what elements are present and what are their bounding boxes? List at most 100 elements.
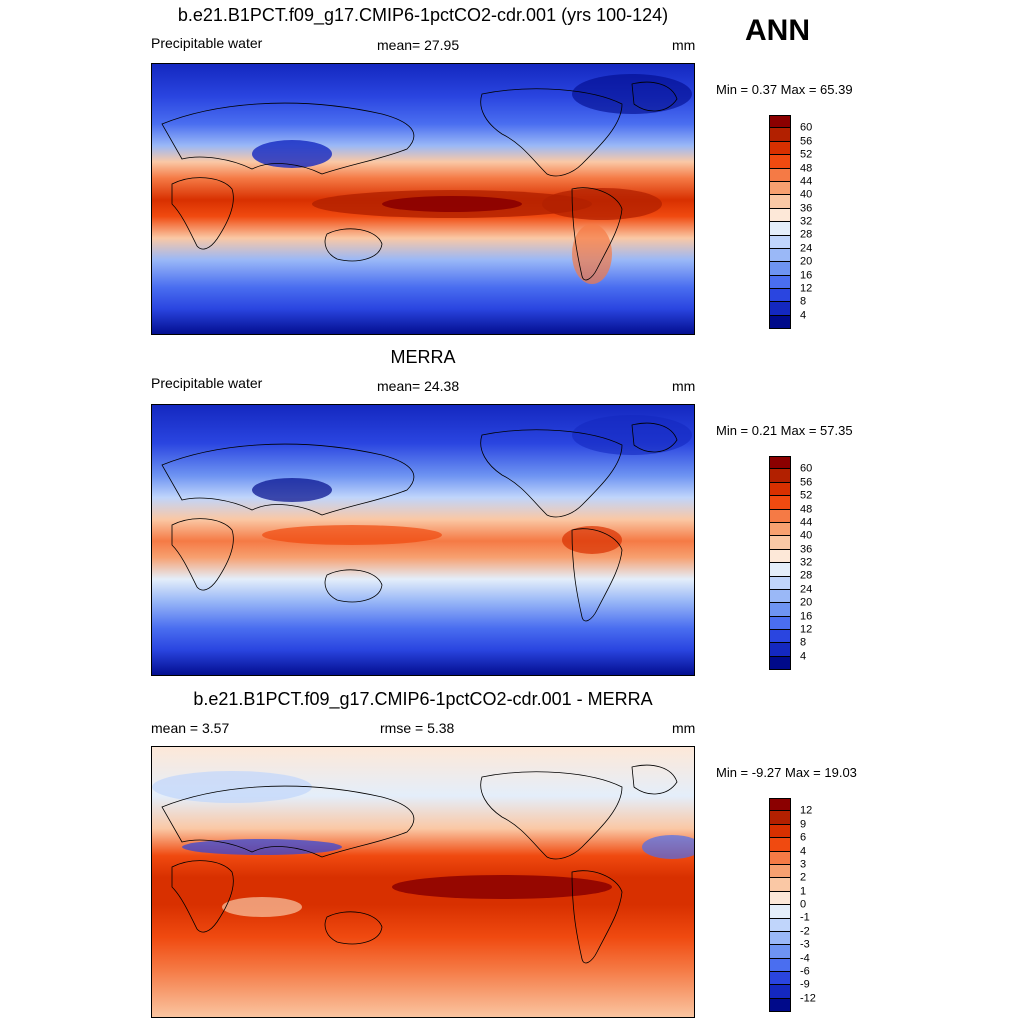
colorbar-tick-label: 28 (800, 569, 813, 582)
colorbar-tick-label: 20 (800, 596, 813, 609)
diff-colorbar-swatch (770, 838, 790, 852)
model-colorbar-swatch (770, 155, 790, 169)
diff-colorbar-swatch (770, 891, 790, 906)
obs-field-plot (152, 405, 694, 675)
obs-colorbar-swatch (770, 482, 790, 497)
model-colorbar-swatch (770, 141, 790, 156)
panel-model-title: b.e21.B1PCT.f09_g17.CMIP6-1pctCO2-cdr.00… (177, 5, 669, 25)
colorbar-tick-label: 20 (800, 255, 813, 268)
colorbar-tick-label: -9 (800, 978, 810, 991)
colorbar-tick-label: 4 (800, 845, 807, 857)
model-colorbar-swatch (770, 315, 790, 329)
diff-colorbar-labels: 12 9 6 4 3 2 1 0 -1 -2 -3 -4 -6 -9 -12 (800, 798, 840, 1012)
season-label: ANN (745, 14, 810, 47)
colorbar-tick-label: -1 (800, 911, 810, 924)
diff-colorbar-swatch (770, 878, 790, 892)
obs-colorbar-swatch (770, 549, 790, 564)
obs-colorbar-swatch (770, 469, 790, 483)
obs-colorbar-swatch (770, 522, 790, 537)
colorbar-tick-label: 24 (800, 583, 813, 596)
colorbar-tick-label: 60 (800, 462, 813, 475)
panel-diff-title: b.e21.B1PCT.f09_g17.CMIP6-1pctCO2-cdr.00… (193, 689, 653, 709)
colorbar-tick-label: 12 (800, 623, 813, 636)
panel-model-variable-label: Precipitable water (151, 35, 263, 51)
diff-colorbar-swatch (770, 998, 790, 1012)
panel-diff-units: mm (672, 720, 696, 736)
colorbar-tick-label: 16 (800, 610, 813, 622)
model-colorbar-swatch (770, 208, 790, 223)
colorbar-tick-label: 0 (800, 898, 807, 911)
diff-colorbar-swatch (770, 931, 790, 946)
diff-colorbar-swatch (770, 864, 790, 879)
colorbar-tick-label: 32 (800, 215, 813, 228)
panel-diff-rmse-label: rmse = 5.38 (380, 720, 455, 736)
colorbar-tick-label: -6 (800, 965, 810, 978)
diff-colorbar-swatch (770, 824, 790, 839)
colorbar-tick-label: 48 (800, 162, 813, 174)
model-colorbar-swatch (770, 248, 790, 263)
obs-colorbar-swatch (770, 509, 790, 523)
colorbar-tick-label: 24 (800, 242, 813, 255)
diff-colorbar-swatch (770, 851, 790, 865)
colorbar-tick-label: 4 (800, 309, 807, 322)
panel-diff-mean-label: mean = 3.57 (151, 720, 230, 736)
diff-colorbar-swatch (770, 811, 790, 825)
colorbar-tick-label: -12 (800, 992, 816, 1005)
obs-colorbar-swatch (770, 589, 790, 604)
obs-colorbar-swatch (770, 563, 790, 577)
model-colorbar-swatch (770, 222, 790, 236)
colorbar-tick-label: 36 (800, 202, 813, 215)
colorbar-tick-label: 52 (800, 148, 813, 161)
model-colorbar-swatch (770, 128, 790, 142)
panel-diff-map (151, 746, 695, 1018)
colorbar-tick-label: 8 (800, 295, 807, 308)
model-colorbar-swatch (770, 302, 790, 316)
panel-obs-mean-label: mean= 24.38 (377, 378, 460, 394)
colorbar-tick-label: 9 (800, 818, 807, 831)
model-colorbar (769, 115, 791, 329)
obs-colorbar-swatch (770, 536, 790, 550)
diff-colorbar-swatch (770, 945, 790, 959)
obs-colorbar-swatch (770, 603, 790, 617)
colorbar-tick-label: 12 (800, 282, 813, 295)
model-colorbar-swatch (770, 195, 790, 209)
obs-colorbar-swatch (770, 616, 790, 631)
colorbar-tick-label: 32 (800, 556, 813, 569)
obs-colorbar-swatch (770, 457, 790, 470)
colorbar-tick-label: 52 (800, 489, 813, 502)
obs-colorbar-swatch (770, 576, 790, 590)
obs-colorbar-swatch (770, 656, 790, 670)
diff-field-plot (152, 747, 694, 1017)
panel-model-mean-label: mean= 27.95 (377, 37, 460, 53)
panel-obs-units: mm (672, 378, 696, 394)
diff-colorbar-swatch (770, 905, 790, 919)
panel-model-map (151, 63, 695, 335)
panel-obs-variable-label: Precipitable water (151, 375, 263, 391)
diff-colorbar-swatch (770, 958, 790, 973)
colorbar-tick-label: 28 (800, 228, 813, 241)
obs-colorbar-swatch (770, 630, 790, 644)
colorbar-tick-label: 2 (800, 871, 807, 884)
obs-colorbar-swatch (770, 643, 790, 657)
panel-diff-minmax: Min = -9.27 Max = 19.03 (716, 765, 857, 780)
model-field-plot (152, 64, 694, 334)
obs-colorbar (769, 456, 791, 670)
colorbar-tick-label: 40 (800, 529, 813, 542)
panel-model-units: mm (672, 37, 696, 53)
colorbar-tick-label: -2 (800, 925, 810, 938)
model-colorbar-swatch (770, 289, 790, 303)
diff-colorbar (769, 798, 791, 1012)
colorbar-tick-label: 6 (800, 831, 807, 844)
model-colorbar-swatch (770, 168, 790, 182)
model-colorbar-swatch (770, 275, 790, 290)
colorbar-tick-label: 48 (800, 503, 813, 515)
colorbar-tick-label: 56 (800, 135, 813, 148)
colorbar-tick-label: 4 (800, 650, 807, 663)
colorbar-tick-label: -4 (800, 952, 810, 964)
diff-colorbar-swatch (770, 972, 790, 986)
model-colorbar-swatch (770, 262, 790, 276)
panel-obs-map (151, 404, 695, 676)
model-colorbar-swatch (770, 116, 790, 129)
colorbar-tick-label: 60 (800, 121, 813, 134)
colorbar-tick-label: 56 (800, 476, 813, 489)
